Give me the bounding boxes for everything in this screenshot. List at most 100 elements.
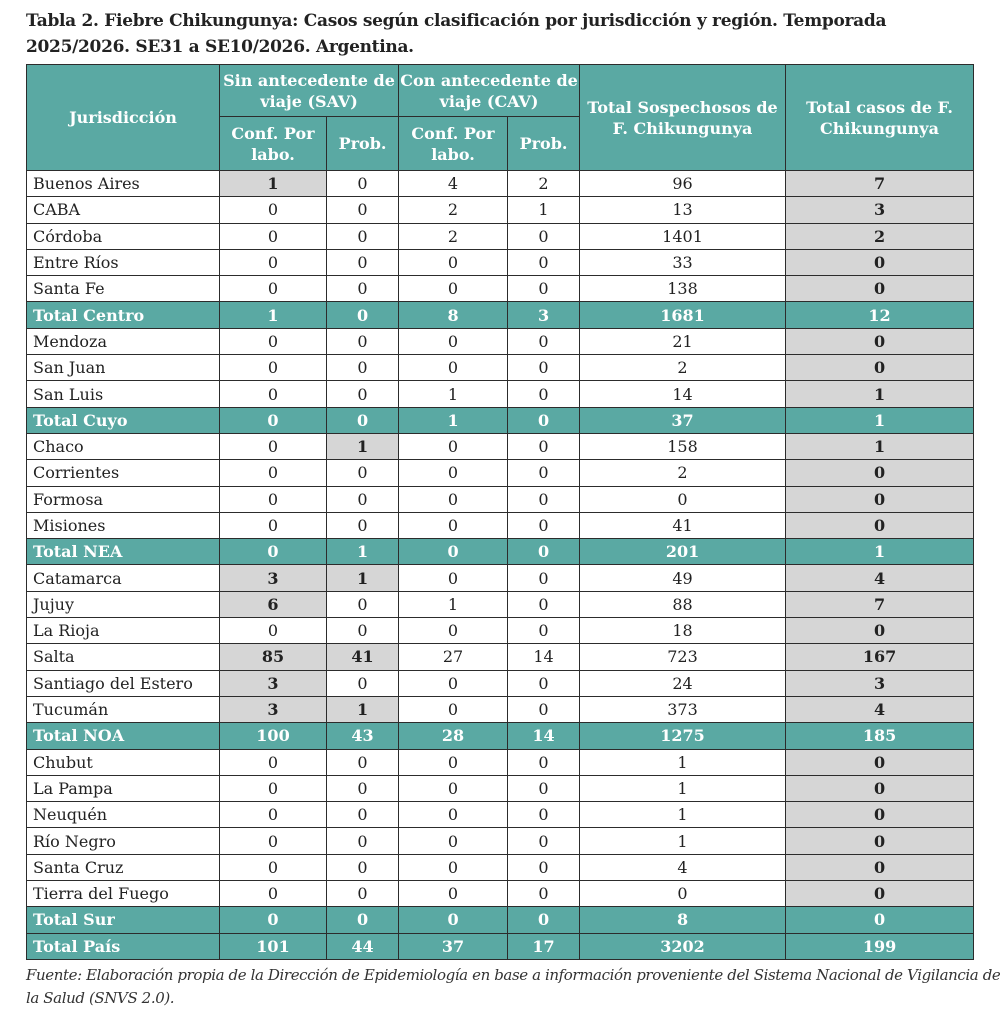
value-cell: 0 [398,669,509,697]
value-cell: 0 [398,432,509,461]
value-cell: 373 [579,695,787,724]
value-cell: 0 [398,853,509,882]
value-cell: 199 [785,932,975,960]
value-cell: 0 [219,485,327,513]
value-cell: 1 [325,538,400,566]
value-cell: 4 [785,695,975,724]
value-cell: 3 [219,669,327,697]
jurisdiccion-cell: Jujuy [26,590,220,619]
header-cav-conf: Conf. Por labo. [398,116,509,171]
table-title: Tabla 2. Fiebre Chikungunya: Casos según… [26,11,887,57]
table-row: Corrientes 0 0 0 0 2 0 [26,459,975,487]
total-row: Total País 101 44 37 17 3202 199 [26,932,975,960]
value-cell: 85 [219,643,327,671]
value-cell: 0 [325,459,400,487]
value-cell: 1 [219,169,327,198]
table-body: Buenos Aires 1 0 4 2 96 7 CABA 0 0 2 1 13 3 Córdoba 0 0 2… [26,169,975,960]
value-cell: 0 [219,827,327,855]
header-cav-prob: Prob. [507,116,581,171]
value-cell: 0 [325,406,400,434]
value-cell: 13 [579,196,787,224]
value-cell: 0 [507,774,581,803]
table-row: Córdoba 0 0 2 0 1401 2 [26,222,975,250]
chikungunya-cases-table: Jurisdicción Sin antecedente de viaje (S… [26,64,975,960]
value-cell: 0 [507,590,581,619]
jurisdiccion-cell: Total Centro [26,301,220,329]
value-cell: 1 [398,380,509,408]
value-cell: 96 [579,169,787,198]
value-cell: 14 [507,643,581,671]
total-row: Total NEA 0 1 0 0 201 1 [26,538,975,566]
value-cell: 2 [398,222,509,250]
jurisdiccion-cell: Total NEA [26,538,220,566]
value-cell: 0 [398,459,509,487]
value-cell: 0 [398,564,509,592]
value-cell: 1401 [579,222,787,250]
value-cell: 4 [398,169,509,198]
value-cell: 3 [785,196,975,224]
value-cell: 0 [507,432,581,461]
value-cell: 0 [325,853,400,882]
jurisdiccion-cell: Formosa [26,485,220,513]
value-cell: 0 [219,275,327,303]
jurisdiccion-cell: Total Cuyo [26,406,220,434]
value-cell: 0 [325,169,400,198]
table-row: Chaco 0 1 0 0 158 1 [26,432,975,461]
value-cell: 1681 [579,301,787,329]
value-cell: 3 [507,301,581,329]
value-cell: 21 [579,327,787,356]
table-row: Río Negro 0 0 0 0 1 0 [26,827,975,855]
value-cell: 1 [579,801,787,829]
value-cell: 0 [398,275,509,303]
value-cell: 1 [785,432,975,461]
value-cell: 1 [579,774,787,803]
jurisdiccion-cell: La Rioja [26,617,220,645]
jurisdiccion-cell: Total Sur [26,906,220,934]
value-cell: 0 [507,485,581,513]
jurisdiccion-cell: Tierra del Fuego [26,880,220,908]
total-row: Total NOA 100 43 28 14 1275 185 [26,722,975,750]
value-cell: 24 [579,669,787,697]
table-row: Mendoza 0 0 0 0 21 0 [26,327,975,356]
value-cell: 8 [579,906,787,934]
value-cell: 0 [507,380,581,408]
table-row: Catamarca 3 1 0 0 49 4 [26,564,975,592]
value-cell: 0 [507,695,581,724]
value-cell: 1275 [579,722,787,750]
table-row: San Juan 0 0 0 0 2 0 [26,354,975,382]
value-cell: 723 [579,643,787,671]
value-cell: 28 [398,722,509,750]
value-cell: 2 [398,196,509,224]
value-cell: 201 [579,538,787,566]
jurisdiccion-cell: San Juan [26,354,220,382]
jurisdiccion-cell: CABA [26,196,220,224]
value-cell: 0 [507,853,581,882]
table-row: Formosa 0 0 0 0 0 0 [26,485,975,513]
value-cell: 1 [785,538,975,566]
value-cell: 0 [507,880,581,908]
jurisdiccion-cell: Entre Ríos [26,248,220,277]
jurisdiccion-cell: La Pampa [26,774,220,803]
value-cell: 0 [219,406,327,434]
value-cell: 0 [219,880,327,908]
value-cell: 0 [785,459,975,487]
value-cell: 101 [219,932,327,960]
value-cell: 1 [507,196,581,224]
jurisdiccion-cell: Neuquén [26,801,220,829]
table-row: Santa Fe 0 0 0 0 138 0 [26,275,975,303]
total-row: Total Sur 0 0 0 0 8 0 [26,906,975,934]
value-cell: 41 [579,511,787,540]
value-cell: 0 [785,880,975,908]
value-cell: 17 [507,932,581,960]
value-cell: 0 [398,538,509,566]
value-cell: 7 [785,169,975,198]
jurisdiccion-cell: Mendoza [26,327,220,356]
value-cell: 0 [785,827,975,855]
value-cell: 88 [579,590,787,619]
value-cell: 0 [325,222,400,250]
value-cell: 0 [325,248,400,277]
value-cell: 0 [398,617,509,645]
value-cell: 185 [785,722,975,750]
value-cell: 0 [325,801,400,829]
table-row: Misiones 0 0 0 0 41 0 [26,511,975,540]
